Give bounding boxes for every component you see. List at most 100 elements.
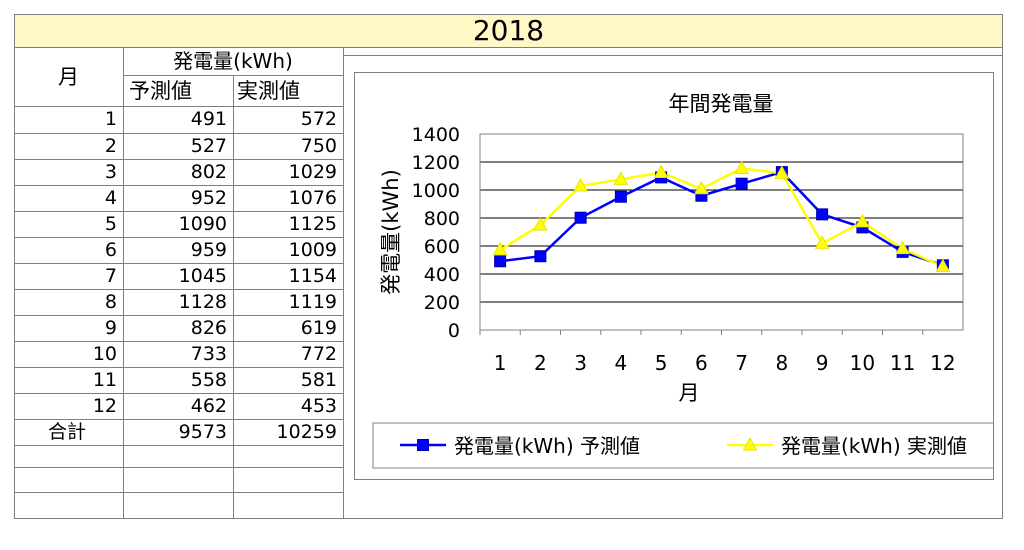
- x-tick-label: 8: [776, 351, 789, 375]
- actual-cell[interactable]: 1009: [288, 239, 337, 261]
- month-cell[interactable]: 7: [104, 265, 117, 287]
- legend-label: 発電量(kWh) 実測値: [781, 434, 967, 458]
- actual-cell[interactable]: 1119: [288, 291, 337, 313]
- grid-line: [343, 55, 1003, 56]
- predicted-cell[interactable]: 959: [190, 239, 227, 261]
- chart-area[interactable]: 年間発電量 0 200 400 600 800 1000 1200 1400 1 2 3 4 5 6 7 8 9 1…: [354, 72, 1014, 480]
- x-tick-label: 6: [695, 351, 708, 375]
- data-point-triangle: [533, 216, 548, 231]
- data-point-square: [735, 177, 748, 190]
- x-tick-label: 12: [930, 351, 955, 375]
- predicted-cell[interactable]: 733: [190, 343, 227, 365]
- actual-cell[interactable]: 581: [300, 369, 337, 391]
- month-cell[interactable]: 6: [104, 239, 117, 261]
- actual-cell[interactable]: 453: [300, 395, 337, 417]
- month-cell[interactable]: 9: [104, 317, 117, 339]
- month-cell[interactable]: 8: [104, 291, 117, 313]
- series-line-predicted: [499, 170, 944, 267]
- header-predicted[interactable]: 予測値: [129, 79, 192, 103]
- actual-cell[interactable]: 619: [300, 317, 337, 339]
- month-cell[interactable]: 2: [104, 135, 117, 157]
- actual-cell[interactable]: 572: [300, 108, 337, 130]
- predicted-cell[interactable]: 558: [190, 369, 227, 391]
- y-tick-label: 200: [424, 292, 460, 314]
- grid-line: [123, 48, 124, 519]
- grid-line: [14, 492, 343, 493]
- actual-cell[interactable]: 1076: [288, 187, 337, 209]
- month-cell[interactable]: 11: [92, 369, 117, 391]
- x-tick-label: 11: [890, 351, 915, 375]
- month-cell[interactable]: 3: [104, 161, 117, 183]
- data-point-square: [614, 190, 627, 203]
- x-tick-label: 3: [574, 351, 587, 375]
- x-tick-label: 2: [534, 351, 547, 375]
- grid-line: [14, 419, 343, 420]
- predicted-cell[interactable]: 826: [190, 317, 227, 339]
- data-point-triangle: [492, 241, 508, 256]
- header-kwh[interactable]: 発電量(kWh): [173, 49, 293, 73]
- grid-line: [14, 467, 343, 468]
- header-actual[interactable]: 実測値: [237, 79, 300, 103]
- grid-line: [14, 341, 343, 342]
- actual-cell[interactable]: 1029: [288, 161, 337, 183]
- y-tick-label: 1200: [412, 152, 460, 174]
- actual-cell[interactable]: 1154: [288, 265, 337, 287]
- month-cell[interactable]: 10: [92, 343, 117, 365]
- actual-cell[interactable]: 750: [300, 135, 337, 157]
- plot-area: [479, 133, 964, 331]
- x-tick-label: 10: [850, 351, 875, 375]
- predicted-cell[interactable]: 491: [190, 108, 227, 130]
- grid-line: [14, 393, 343, 394]
- month-cell[interactable]: 5: [104, 213, 117, 235]
- data-point-square: [574, 211, 587, 224]
- y-tick-label: 0: [448, 320, 460, 342]
- data-point-triangle: [895, 240, 910, 255]
- grid-line: [14, 263, 343, 264]
- data-point-triangle: [742, 436, 758, 451]
- month-cell[interactable]: 1: [104, 108, 117, 130]
- grid-line: [14, 106, 343, 107]
- data-point-triangle: [613, 171, 629, 185]
- predicted-cell[interactable]: 1045: [178, 265, 227, 287]
- data-point-square: [534, 250, 547, 263]
- actual-cell[interactable]: 772: [300, 343, 337, 365]
- x-tick-label: 4: [615, 351, 628, 375]
- data-point-triangle: [814, 235, 830, 249]
- data-point-triangle: [653, 164, 669, 178]
- total-actual[interactable]: 10259: [276, 421, 337, 443]
- grid-line: [14, 211, 343, 212]
- actual-cell[interactable]: 1125: [288, 213, 337, 235]
- data-point-square: [417, 439, 429, 451]
- legend-label: 発電量(kWh) 予測値: [454, 434, 640, 458]
- grid-line: [343, 48, 344, 519]
- data-point-triangle: [694, 180, 709, 195]
- predicted-cell[interactable]: 527: [190, 135, 227, 157]
- grid-line: [14, 289, 343, 290]
- grid-line: [14, 315, 343, 316]
- header-month[interactable]: 月: [58, 65, 79, 89]
- y-axis-label: 発電量(kWh): [379, 169, 403, 295]
- predicted-cell[interactable]: 1128: [178, 291, 227, 313]
- data-point-square: [494, 255, 507, 268]
- sheet-title: 2018: [14, 14, 1003, 48]
- total-predicted[interactable]: 9573: [178, 421, 227, 443]
- y-tick-label: 800: [424, 208, 460, 230]
- predicted-cell[interactable]: 462: [190, 395, 227, 417]
- total-label[interactable]: 合計: [48, 421, 87, 443]
- predicted-cell[interactable]: 952: [190, 187, 227, 209]
- month-cell[interactable]: 4: [104, 187, 117, 209]
- grid-line: [14, 237, 343, 238]
- grid-line: [233, 75, 234, 519]
- grid-line: [14, 159, 343, 160]
- grid-line: [14, 367, 343, 368]
- x-tick-label: 1: [494, 351, 507, 375]
- y-tick-label: 400: [424, 264, 460, 286]
- grid-line: [14, 185, 343, 186]
- grid-line: [14, 133, 343, 134]
- predicted-cell[interactable]: 802: [190, 161, 227, 183]
- month-cell[interactable]: 12: [92, 395, 117, 417]
- predicted-cell[interactable]: 1090: [178, 213, 227, 235]
- data-point-triangle: [935, 258, 951, 273]
- x-tick-label: 7: [735, 351, 748, 375]
